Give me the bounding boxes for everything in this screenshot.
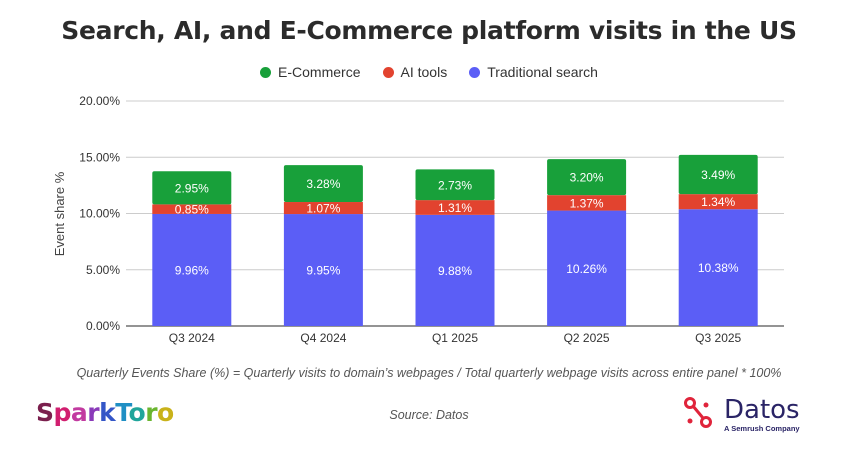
bar-segment bbox=[547, 159, 627, 196]
bar-segment bbox=[415, 200, 495, 215]
x-tick-label: Q2 2025 bbox=[564, 331, 610, 345]
datos-logo: Datos A Semrush Company bbox=[682, 396, 800, 433]
chart-title: Search, AI, and E-Commerce platform visi… bbox=[61, 16, 797, 45]
bar-segment bbox=[415, 169, 495, 201]
y-tick-label: 10.00% bbox=[79, 207, 120, 221]
formula-note: Quarterly Events Share (%) = Quarterly v… bbox=[76, 366, 782, 380]
y-tick-label: 0.00% bbox=[86, 319, 120, 333]
data-label: 3.49% bbox=[701, 168, 735, 182]
legend-label: E-Commerce bbox=[278, 64, 361, 80]
bar-segment bbox=[678, 194, 758, 210]
data-label: 9.96% bbox=[175, 263, 209, 277]
data-label: 3.28% bbox=[306, 177, 340, 191]
legend-swatch-icon bbox=[260, 66, 272, 78]
source-note: Source: Datos bbox=[389, 408, 469, 422]
bar-segment bbox=[152, 171, 232, 205]
data-label: 1.31% bbox=[438, 201, 472, 215]
bar-segment bbox=[152, 204, 232, 214]
y-tick-label: 5.00% bbox=[86, 263, 120, 277]
data-label: 9.95% bbox=[306, 264, 340, 278]
data-label: 1.34% bbox=[701, 195, 735, 209]
x-tick-label: Q3 2025 bbox=[695, 331, 741, 345]
bar-segment bbox=[547, 210, 627, 326]
datos-mark-icon bbox=[684, 397, 712, 428]
bar-segment bbox=[283, 165, 363, 203]
datos-name: Datos bbox=[724, 395, 800, 425]
legend: E-Commerce AI tools Traditional search bbox=[0, 64, 858, 80]
data-label: 1.07% bbox=[306, 202, 340, 216]
x-tick-label: Q3 2024 bbox=[169, 331, 215, 345]
data-label: 1.37% bbox=[570, 196, 604, 210]
data-label: 3.20% bbox=[570, 171, 604, 185]
sparktoro-logo: SparkToro bbox=[36, 398, 174, 427]
x-tick-label: Q4 2024 bbox=[300, 331, 346, 345]
legend-item: E-Commerce bbox=[260, 64, 361, 80]
legend-item: AI tools bbox=[382, 64, 448, 80]
legend-item: Traditional search bbox=[469, 64, 598, 80]
bar-segment bbox=[415, 214, 495, 326]
data-label: 2.95% bbox=[175, 181, 209, 195]
data-label: 0.85% bbox=[175, 203, 209, 217]
bar-segment bbox=[152, 213, 232, 326]
x-tick-label: Q1 2025 bbox=[432, 331, 478, 345]
bar-segment bbox=[547, 195, 627, 211]
legend-label: AI tools bbox=[400, 64, 448, 80]
bar-segment bbox=[678, 154, 758, 195]
legend-label: Traditional search bbox=[487, 64, 598, 80]
legend-swatch-icon bbox=[382, 66, 394, 78]
bar-segment bbox=[283, 214, 363, 326]
bar-segment bbox=[678, 209, 758, 326]
data-label: 9.88% bbox=[438, 264, 472, 278]
y-axis-label: Event share % bbox=[52, 171, 67, 256]
y-tick-label: 15.00% bbox=[79, 150, 120, 164]
y-tick-label: 20.00% bbox=[79, 94, 120, 108]
datos-tagline: A Semrush Company bbox=[724, 424, 800, 433]
data-label: 10.26% bbox=[566, 262, 607, 276]
data-label: 2.73% bbox=[438, 178, 472, 192]
legend-swatch-icon bbox=[469, 66, 481, 78]
bar-segment bbox=[283, 202, 363, 215]
data-label: 10.38% bbox=[698, 261, 739, 275]
